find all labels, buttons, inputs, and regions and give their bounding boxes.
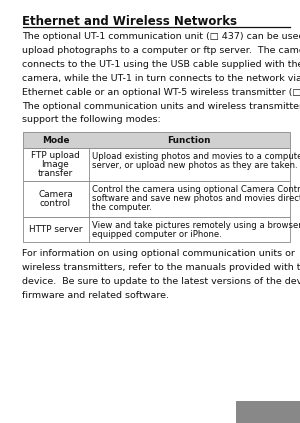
Text: Image: Image — [42, 160, 69, 169]
Text: The optional communication units and wireless transmitters: The optional communication units and wir… — [22, 102, 300, 110]
Text: transfer: transfer — [38, 169, 73, 178]
Text: HTTP server: HTTP server — [29, 225, 82, 234]
Text: the computer.: the computer. — [92, 203, 152, 212]
Text: FTP upload: FTP upload — [31, 151, 80, 160]
Text: control: control — [40, 199, 71, 208]
Text: Mode: Mode — [42, 135, 69, 145]
Text: camera, while the UT-1 in turn connects to the network via an: camera, while the UT-1 in turn connects … — [22, 74, 300, 82]
Bar — [22, 132, 290, 148]
Bar — [22, 148, 290, 181]
Text: View and take pictures remotely using a browser: View and take pictures remotely using a … — [92, 221, 300, 230]
Text: The optional UT-1 communication unit (□ 437) can be used to: The optional UT-1 communication unit (□ … — [22, 32, 300, 41]
Text: upload photographs to a computer or ftp server.  The camera: upload photographs to a computer or ftp … — [22, 46, 300, 55]
Text: support the following modes:: support the following modes: — [22, 115, 161, 124]
Text: software and save new photos and movies directly to: software and save new photos and movies … — [92, 194, 300, 203]
Text: For information on using optional communication units or: For information on using optional commun… — [22, 249, 296, 258]
Text: Function: Function — [167, 135, 211, 145]
Text: connects to the UT-1 using the USB cable supplied with the: connects to the UT-1 using the USB cable… — [22, 60, 300, 69]
Text: server, or upload new photos as they are taken.: server, or upload new photos as they are… — [92, 161, 298, 170]
Text: device.  Be sure to update to the latest versions of the device: device. Be sure to update to the latest … — [22, 277, 300, 286]
Text: Ethernet and Wireless Networks: Ethernet and Wireless Networks — [22, 15, 238, 28]
Bar — [22, 217, 290, 242]
Text: Camera: Camera — [38, 190, 73, 199]
Text: wireless transmitters, refer to the manuals provided with the: wireless transmitters, refer to the manu… — [22, 263, 300, 272]
Text: Upload existing photos and movies to a computer or ftp: Upload existing photos and movies to a c… — [92, 152, 300, 161]
Bar — [236, 401, 300, 423]
Bar — [22, 181, 290, 217]
Text: equipped computer or iPhone.: equipped computer or iPhone. — [92, 230, 222, 239]
Text: firmware and related software.: firmware and related software. — [22, 291, 169, 299]
Text: Ethernet cable or an optional WT-5 wireless transmitter (□ 437).: Ethernet cable or an optional WT-5 wirel… — [22, 88, 300, 96]
Text: Control the camera using optional Camera Control Pro 2: Control the camera using optional Camera… — [92, 185, 300, 194]
